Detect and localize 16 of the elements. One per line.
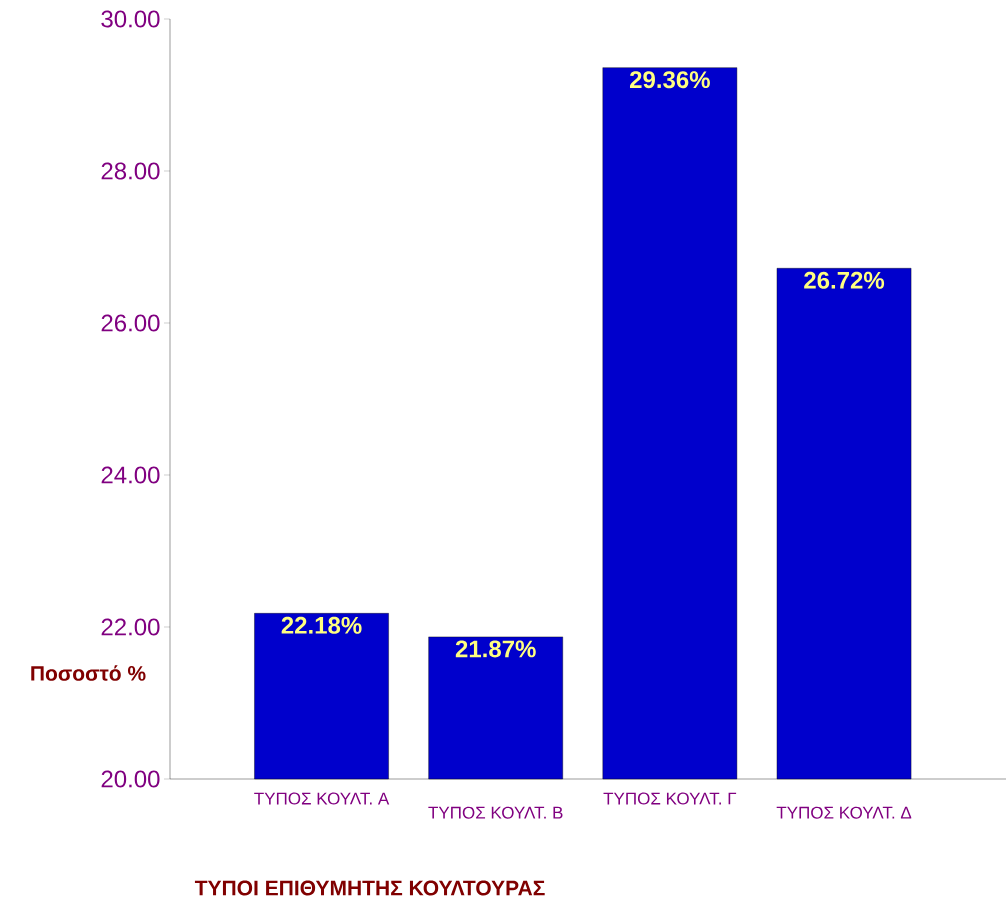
y-tick-label: 30.00	[101, 10, 160, 28]
y-tick-label: 20.00	[101, 770, 160, 788]
x-axis-title: ΤΥΠΟΙ ΕΠΙΘΥΜΗΤΗΣ ΚΟΥΛΤΟΥΡΑΣ	[194, 880, 545, 896]
x-tick-label: ΤΥΠΟΣ ΚΟΥΛΤ. Β	[428, 806, 563, 819]
y-tick-label: 22.00	[101, 618, 160, 636]
data-label: 26.72%	[804, 271, 885, 289]
y-tick-label: 28.00	[101, 162, 160, 180]
data-label: 22.18%	[281, 616, 362, 634]
y-axis-title: Ποσοστό %	[31, 665, 146, 681]
x-tick-label: ΤΥΠΟΣ ΚΟΥΛΤ. Α	[254, 792, 390, 805]
data-label: 21.87%	[455, 640, 536, 658]
data-label: 29.36%	[629, 71, 710, 89]
y-tick-label: 24.00	[101, 466, 160, 484]
y-tick-label: 26.00	[101, 314, 160, 332]
x-tick-label: ΤΥΠΟΣ ΚΟΥΛΤ. Δ	[776, 806, 912, 819]
x-tick-label: ΤΥΠΟΣ ΚΟΥΛΤ. Γ	[603, 792, 737, 805]
